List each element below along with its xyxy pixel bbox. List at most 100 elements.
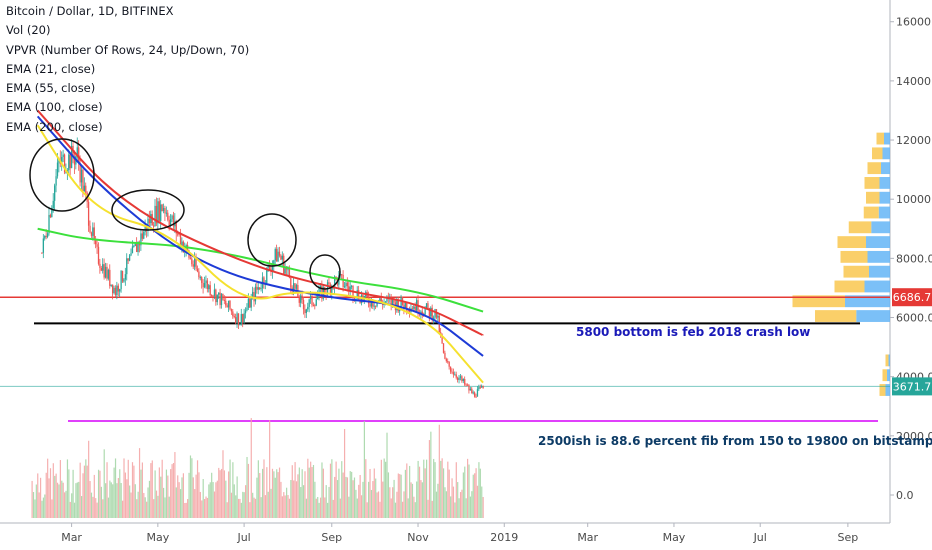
candle-body: [259, 287, 261, 290]
volume-bar: [129, 485, 131, 518]
volume-bar: [457, 482, 459, 518]
volume-bar: [185, 502, 187, 518]
candle-body: [167, 212, 169, 220]
volume-bar: [69, 501, 71, 518]
volume-bar: [123, 458, 125, 518]
candle-body: [311, 295, 313, 305]
volume-bar: [423, 459, 425, 518]
volume-bar: [434, 462, 436, 518]
volume-bar: [329, 463, 332, 518]
candle-body: [114, 287, 117, 296]
candle-body: [54, 185, 56, 201]
candle-body: [445, 358, 448, 362]
volume-bar: [80, 496, 83, 518]
volume-bar: [403, 491, 405, 518]
volume-bar: [41, 500, 43, 518]
volume-bar: [475, 468, 477, 518]
candle-body: [342, 274, 344, 287]
volume-bar: [61, 480, 63, 518]
volume-bar: [445, 491, 448, 518]
candle-body: [113, 287, 115, 294]
volume-bar: [355, 489, 357, 518]
volume-bar: [343, 429, 346, 518]
volume-bar: [365, 459, 367, 518]
volume-bar: [342, 472, 344, 518]
candle-body: [192, 264, 194, 267]
candle-body: [441, 334, 443, 344]
candle-body: [82, 169, 84, 192]
candle-body: [119, 289, 121, 292]
volume-bar: [158, 467, 160, 518]
volume-bar: [435, 491, 438, 518]
candle-body: [263, 277, 265, 284]
candle-body: [158, 201, 160, 221]
candle-body: [353, 297, 356, 299]
volume-bar: [85, 459, 87, 518]
candle-body: [317, 295, 319, 300]
candle-body: [79, 162, 81, 183]
volume-bar: [440, 460, 442, 518]
candle-body: [237, 313, 240, 326]
vpvr-row-down: [882, 369, 887, 382]
volume-bar: [256, 477, 258, 518]
candle-body: [466, 384, 469, 386]
candle-body: [309, 295, 312, 300]
candle-body: [407, 310, 409, 312]
volume-bar: [93, 474, 95, 518]
candle-body: [83, 185, 86, 192]
volume-bar: [264, 495, 267, 518]
price-tick-label: 8000.0: [896, 252, 932, 265]
candle-body: [198, 271, 200, 278]
price-label-box: [892, 377, 932, 396]
volume-bar: [42, 497, 45, 518]
legend-ema-200: EMA (200, close): [6, 119, 103, 134]
candle-body: [137, 241, 139, 253]
candle-body: [292, 283, 295, 292]
volume-bar: [102, 499, 104, 518]
volume-bar: [150, 463, 152, 518]
candle-body: [437, 315, 439, 318]
volume-bar: [204, 498, 206, 518]
volume-bar: [287, 495, 289, 518]
candle-body: [124, 274, 127, 280]
volume-bar: [319, 497, 322, 518]
candle-body: [73, 157, 76, 165]
candle-body: [393, 298, 395, 303]
volume-bar: [206, 497, 209, 518]
volume-bar: [96, 502, 98, 518]
candle-body: [482, 386, 484, 389]
volume-bar: [341, 461, 343, 518]
candle-body: [210, 295, 213, 297]
vpvr-row-up: [887, 369, 890, 382]
vpvr-row-up: [879, 177, 890, 189]
volume-bar: [386, 432, 388, 518]
volume-bar: [174, 452, 176, 518]
candle-body: [140, 233, 142, 246]
candle-body: [161, 204, 163, 212]
volume-bar: [216, 480, 218, 518]
volume-bar: [442, 468, 445, 518]
hand-drawn-circle: [111, 189, 185, 231]
volume-bar: [339, 498, 341, 518]
volume-bar: [383, 458, 385, 518]
price-tick-label: 0.0: [896, 489, 914, 502]
volume-bar: [334, 476, 336, 518]
volume-bar: [387, 472, 390, 518]
volume-bar: [305, 498, 308, 518]
volume-bar: [461, 489, 463, 518]
candle-body: [411, 308, 414, 310]
candle-body: [469, 388, 472, 391]
volume-bar: [151, 460, 153, 518]
volume-bar: [420, 480, 422, 518]
candle-body: [201, 277, 203, 283]
candle-body: [215, 289, 217, 303]
volume-bar: [349, 471, 351, 518]
volume-bar: [175, 487, 177, 518]
candle-body: [130, 253, 132, 256]
ema-200-line: [37, 227, 484, 313]
volume-bar: [433, 458, 435, 518]
hand-drawn-circle: [247, 213, 297, 267]
volume-bar: [291, 465, 293, 518]
volume-bar: [406, 463, 408, 518]
